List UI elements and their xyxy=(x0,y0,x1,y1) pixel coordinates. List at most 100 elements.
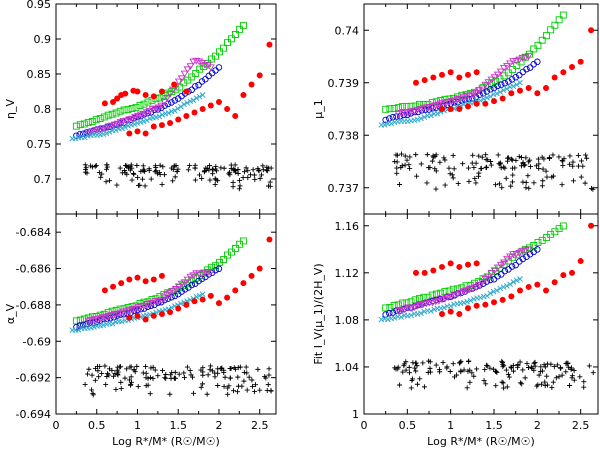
data-point xyxy=(128,105,136,112)
data-point xyxy=(590,370,596,376)
data-point xyxy=(541,156,547,162)
data-point xyxy=(523,65,530,73)
data-point xyxy=(87,163,93,169)
data-point xyxy=(499,379,505,385)
data-point xyxy=(140,118,147,125)
data-point xyxy=(157,102,166,110)
data-point xyxy=(235,383,241,389)
data-point xyxy=(167,120,174,126)
data-point xyxy=(538,381,544,387)
data-point xyxy=(551,364,557,370)
data-point xyxy=(583,152,589,158)
x-tick-label: 2 xyxy=(215,419,222,432)
data-point xyxy=(191,109,198,116)
data-point xyxy=(227,365,233,371)
data-point xyxy=(174,169,180,175)
data-point xyxy=(487,86,494,93)
plot-area xyxy=(378,222,596,391)
data-point xyxy=(227,375,233,381)
data-point xyxy=(515,56,524,64)
data-point xyxy=(212,266,219,274)
data-point xyxy=(493,71,502,79)
data-point xyxy=(512,57,521,65)
panel-top-left: 0.7 0.75 0.8 0.85 0.9 0.95 η_V xyxy=(4,0,277,215)
data-point xyxy=(481,81,490,89)
data-point xyxy=(103,382,109,388)
data-point xyxy=(134,363,140,369)
data-point xyxy=(465,165,471,171)
data-point xyxy=(195,81,202,89)
data-point xyxy=(525,283,532,290)
data-point xyxy=(155,373,161,379)
data-point xyxy=(394,159,400,165)
data-point xyxy=(263,375,269,381)
data-point xyxy=(167,309,174,316)
data-point xyxy=(239,21,247,29)
data-point xyxy=(266,372,272,378)
data-point xyxy=(570,178,576,184)
data-point xyxy=(221,370,227,376)
data-point xyxy=(513,81,520,88)
data-point xyxy=(235,365,241,371)
data-point xyxy=(181,286,189,293)
y-tick-label: 0.85 xyxy=(27,68,52,81)
series-open-triangle-magenta xyxy=(394,246,533,315)
data-point xyxy=(111,373,117,379)
data-point xyxy=(178,300,184,307)
data-point xyxy=(416,105,425,113)
data-point xyxy=(73,323,80,331)
data-point xyxy=(162,172,168,178)
data-point xyxy=(531,367,537,373)
data-point xyxy=(157,162,163,168)
data-point xyxy=(428,112,434,119)
data-point xyxy=(94,364,100,370)
data-point xyxy=(447,368,453,374)
data-point xyxy=(515,249,524,257)
data-point xyxy=(483,165,489,171)
data-point xyxy=(497,89,504,95)
data-point xyxy=(222,374,228,380)
data-point xyxy=(145,382,151,388)
data-point xyxy=(109,320,116,327)
data-point xyxy=(519,255,527,263)
y-tick-label: -0.692 xyxy=(16,372,51,385)
data-point xyxy=(507,84,513,90)
data-point xyxy=(429,158,435,164)
data-point xyxy=(397,182,403,188)
data-point xyxy=(584,155,590,161)
x-tick-label: 1.5 xyxy=(485,419,503,432)
data-point xyxy=(171,292,179,300)
data-point xyxy=(473,180,479,186)
data-point xyxy=(559,11,567,19)
data-point xyxy=(540,178,546,184)
data-point xyxy=(240,175,246,181)
data-point xyxy=(525,85,532,91)
data-point xyxy=(536,165,542,171)
data-point xyxy=(577,58,584,65)
y-axis-label: Fit I_V(μ_1)/(2H_V) xyxy=(312,263,325,364)
x-tick-label: 0 xyxy=(361,419,368,432)
data-point xyxy=(157,297,166,305)
data-point xyxy=(89,372,95,378)
data-point xyxy=(117,165,123,171)
data-point xyxy=(490,74,499,82)
data-point xyxy=(504,257,512,265)
data-point xyxy=(462,287,471,295)
x-tick-label: 0.5 xyxy=(399,419,417,432)
data-point xyxy=(466,358,472,364)
data-point xyxy=(465,368,471,374)
data-point xyxy=(398,314,404,320)
data-point xyxy=(382,304,390,312)
data-point xyxy=(404,157,410,163)
data-point xyxy=(479,280,487,287)
data-point xyxy=(134,312,141,319)
data-point xyxy=(181,101,187,108)
x-tick-label: 0.5 xyxy=(88,419,106,432)
data-point xyxy=(143,363,149,369)
data-point xyxy=(81,134,88,141)
data-point xyxy=(427,365,433,371)
data-point xyxy=(114,367,120,373)
data-point xyxy=(417,376,423,382)
data-point xyxy=(578,158,584,164)
